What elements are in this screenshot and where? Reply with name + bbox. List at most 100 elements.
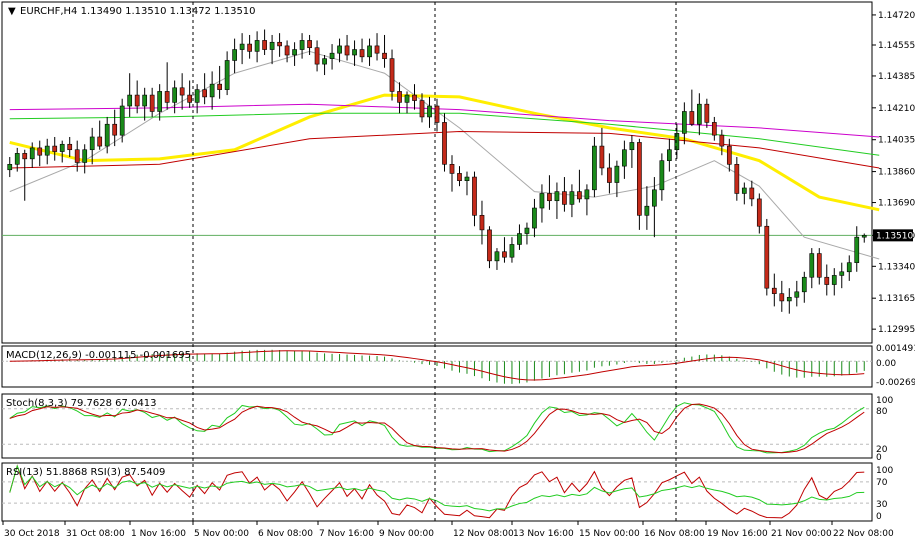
candle-body	[809, 253, 815, 278]
time-tick-label: 30 Oct 2018	[4, 529, 60, 539]
candle-body	[622, 149, 627, 167]
candle-body	[756, 198, 762, 227]
candle-body	[149, 94, 155, 112]
candle-body	[134, 94, 140, 107]
candle-body	[269, 41, 275, 50]
candle-body	[771, 287, 777, 294]
candle-body	[284, 45, 290, 56]
moving-average-line	[9, 131, 880, 169]
candle-body	[404, 94, 410, 103]
candle-body	[487, 229, 492, 262]
candle-body	[194, 89, 200, 103]
candle-body	[59, 143, 65, 152]
candle-body	[667, 149, 672, 161]
candle-body	[569, 191, 575, 205]
rsi-layer: 100 70 30 0	[2, 464, 893, 522]
dropdown-triangle-icon[interactable]: ▼	[8, 6, 16, 17]
candle-body	[337, 45, 342, 54]
candle-body	[314, 47, 320, 65]
candle-body	[187, 94, 193, 103]
candle-body	[434, 105, 440, 123]
candle-body	[562, 191, 567, 205]
candle-body	[329, 52, 335, 59]
stoch-title: Stoch(8,3,3) 79.7628 67.0413	[6, 398, 157, 409]
candle-body	[202, 89, 207, 98]
candle-body	[592, 145, 597, 191]
price-tick-label: 1.12995	[878, 325, 915, 335]
price-tick-label: 1.14555	[878, 41, 915, 51]
time-tick-label: 13 Nov 16:00	[513, 529, 574, 539]
price-tick-label: 1.14210	[878, 104, 915, 114]
candle-body	[524, 227, 530, 234]
candle-body	[82, 149, 88, 163]
stoch-tick-label: 80	[876, 407, 888, 417]
candle-body	[344, 45, 350, 56]
candle-body	[644, 205, 650, 216]
candle-body	[786, 296, 792, 302]
candle-body	[681, 111, 687, 134]
candle-body	[262, 40, 267, 50]
candle-body	[831, 275, 837, 285]
candle-body	[209, 83, 215, 98]
candle-body	[89, 136, 95, 151]
rsi-tick-label: 70	[876, 478, 888, 488]
candle-body	[614, 165, 620, 183]
price-tick-label: 1.13165	[878, 294, 915, 304]
candle-body	[419, 100, 425, 118]
time-tick-label: 19 Nov 16:00	[707, 529, 768, 539]
candle-body	[749, 187, 755, 200]
candle-body	[577, 191, 582, 200]
macd-signal-line	[9, 350, 865, 381]
candle-body	[824, 276, 830, 285]
candle-body	[494, 251, 500, 262]
time-tick-label: 16 Nov 08:00	[644, 529, 705, 539]
price-tick-label: 1.13340	[878, 262, 915, 272]
candle-body	[659, 160, 665, 191]
candle-body	[97, 136, 103, 147]
candle-body	[726, 145, 732, 165]
candle-body	[374, 45, 380, 54]
candle-body	[607, 167, 612, 183]
candle-body	[247, 43, 252, 52]
candle-body	[674, 133, 680, 151]
candle-body	[179, 87, 185, 96]
time-tick-label: 5 Nov 00:00	[194, 529, 249, 539]
candle-body	[457, 173, 462, 181]
candle-body	[719, 134, 725, 147]
candle-body	[22, 153, 28, 160]
candle-body	[232, 49, 237, 61]
candle-body	[554, 191, 560, 202]
candle-body	[734, 164, 740, 194]
candle-body	[112, 123, 118, 136]
candle-body	[427, 105, 432, 118]
candle-body	[224, 60, 230, 90]
candle-body	[277, 41, 282, 47]
candle-body	[839, 271, 845, 276]
candle-body	[217, 83, 222, 90]
rsi13-line	[9, 464, 865, 512]
macd-tick-label: 0.001491	[876, 344, 915, 354]
candle-body	[854, 236, 860, 263]
candle-body	[861, 235, 867, 238]
time-tick-label: 12 Nov 08:00	[453, 529, 514, 539]
candle-body	[584, 189, 590, 200]
rsi-tick-label: 30	[876, 500, 888, 510]
candle-body	[517, 233, 522, 245]
price-panel	[1, 1, 873, 344]
candle-body	[74, 149, 80, 163]
candle-body	[509, 244, 515, 258]
price-layer	[2, 29, 880, 314]
candle-body	[382, 52, 387, 59]
macd-panel	[1, 345, 873, 388]
stoch-k-line	[9, 402, 865, 454]
price-tick-label: 1.14035	[878, 136, 915, 146]
price-tick-label: 1.13690	[878, 199, 915, 209]
price-tick-label: 1.14720	[878, 11, 915, 21]
candle-body	[67, 143, 73, 151]
rsi3-line	[9, 464, 865, 519]
time-tick-label: 15 Nov 00:00	[579, 529, 640, 539]
candle-body	[307, 40, 312, 49]
